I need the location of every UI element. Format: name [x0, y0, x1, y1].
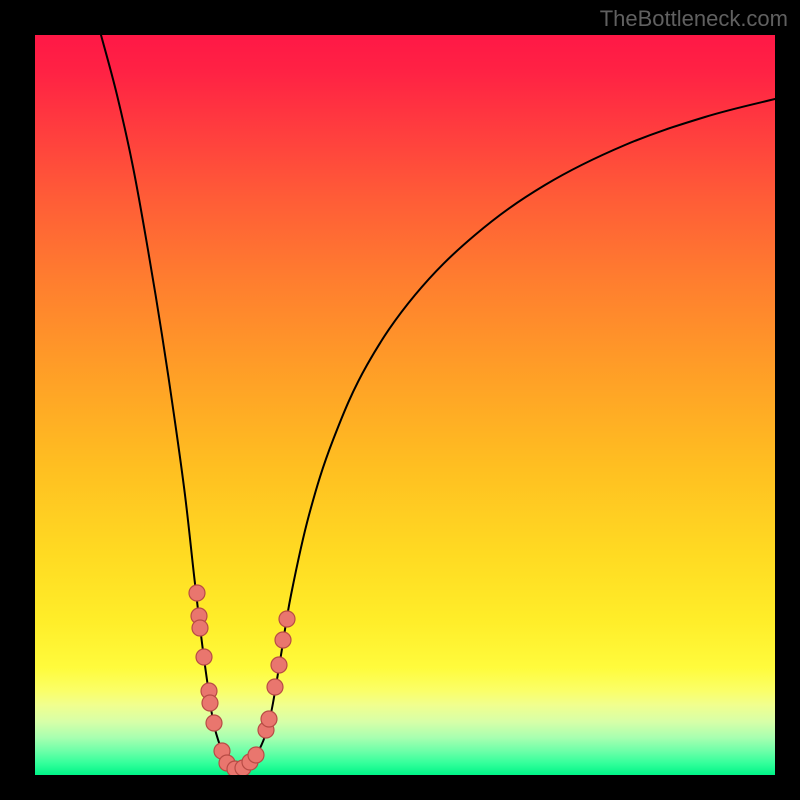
data-point [267, 679, 283, 695]
chart-container: TheBottleneck.com [0, 0, 800, 800]
data-point [275, 632, 291, 648]
data-point [206, 715, 222, 731]
data-point [261, 711, 277, 727]
data-point [189, 585, 205, 601]
watermark-label: TheBottleneck.com [600, 6, 788, 32]
data-point [271, 657, 287, 673]
data-point [279, 611, 295, 627]
overlay-svg [35, 35, 775, 775]
data-point [202, 695, 218, 711]
marker-group [189, 585, 295, 775]
data-point [192, 620, 208, 636]
data-point [196, 649, 212, 665]
plot-area [35, 35, 775, 775]
data-point [248, 747, 264, 763]
